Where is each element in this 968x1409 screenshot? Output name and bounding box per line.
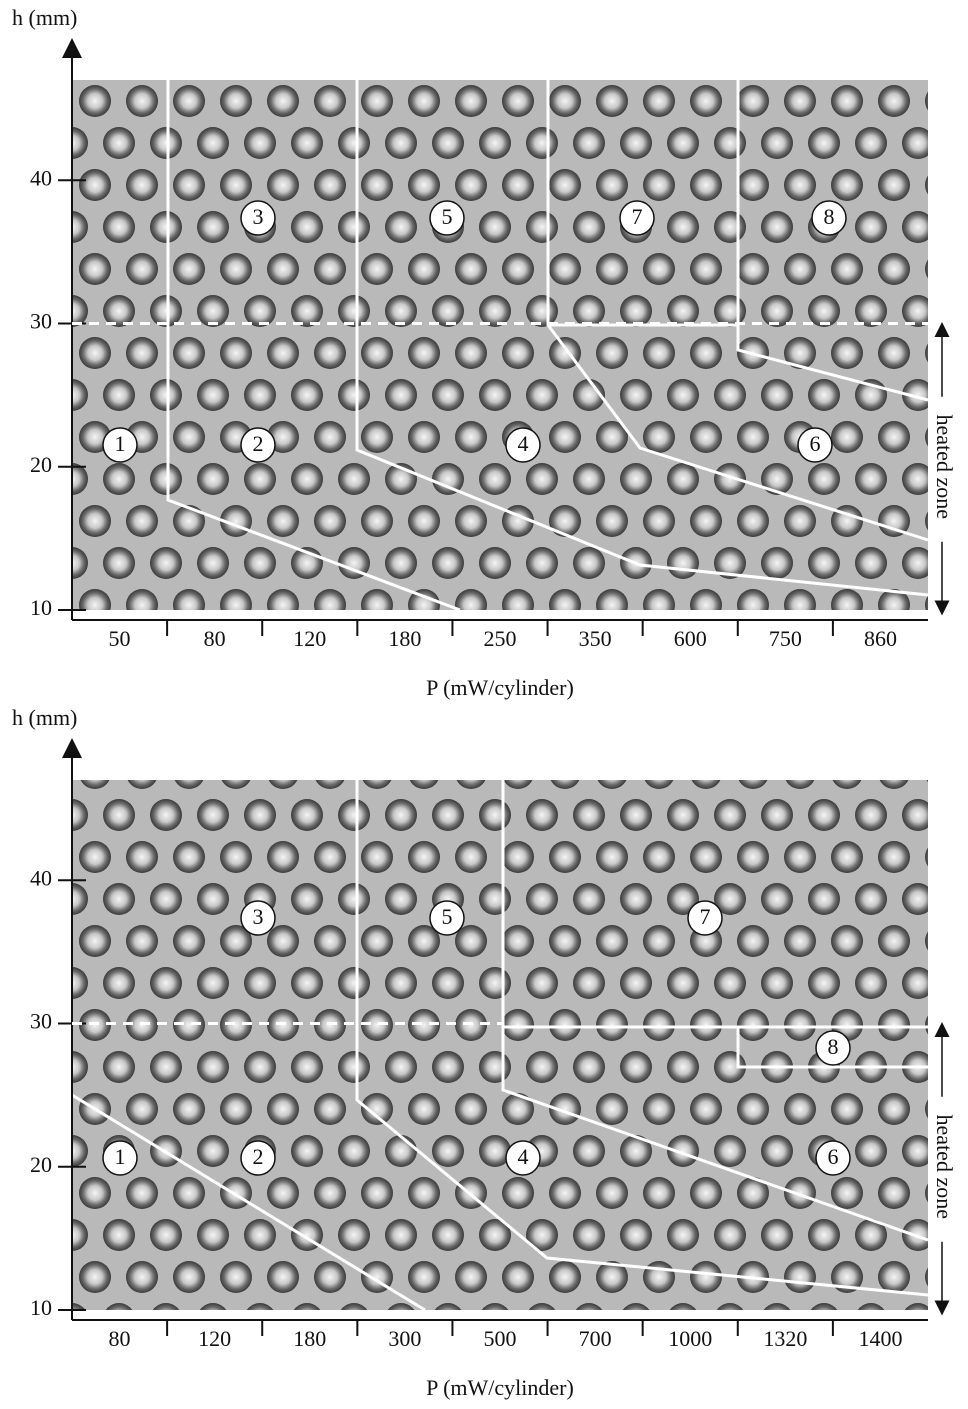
x-tick-label: 700 [579, 1326, 612, 1351]
region-label: 1 [115, 1144, 126, 1169]
region-label: 3 [253, 904, 264, 929]
heated-zone-label: heated zone [932, 1115, 957, 1219]
regime-boundary [71, 1093, 426, 1312]
region-label: 4 [518, 431, 529, 456]
x-tick-label: 180 [293, 1326, 326, 1351]
region-label: 1 [115, 431, 126, 456]
heated-zone-label: heated zone [932, 415, 957, 519]
region-marker [240, 200, 276, 236]
region-label: 8 [824, 204, 835, 229]
x-tick-label: 500 [484, 1326, 517, 1351]
y-tick-label: 10 [30, 1295, 52, 1320]
y-axis-label: h (mm) [12, 5, 77, 30]
regime-boundary [166, 80, 461, 612]
region-label: 2 [253, 431, 264, 456]
region-marker [687, 900, 723, 936]
y-tick-label: 10 [30, 595, 52, 620]
region-label: 7 [700, 904, 711, 929]
x-axis-label: P (mW/cylinder) [426, 675, 574, 700]
x-tick-label: 1320 [763, 1326, 807, 1351]
region-marker [102, 1140, 138, 1176]
y-tick-label: 30 [30, 1009, 52, 1034]
regime-boundary [546, 80, 929, 542]
region-label: 6 [828, 1144, 839, 1169]
x-tick-label: 120 [198, 1326, 231, 1351]
regime-boundary [736, 80, 929, 402]
y-tick-label: 40 [30, 165, 52, 190]
x-tick-label: 80 [109, 1326, 131, 1351]
x-tick-label: 50 [109, 626, 131, 651]
regime-boundary [501, 780, 929, 1242]
x-tick-label: 120 [293, 626, 326, 651]
y-tick-label: 20 [30, 452, 52, 477]
region-label: 5 [442, 904, 453, 929]
regime-boundary [355, 780, 929, 1297]
region-label: 4 [518, 1144, 529, 1169]
region-label: 2 [253, 1144, 264, 1169]
regime-boundary [355, 80, 929, 597]
region-marker [619, 200, 655, 236]
y-axis-label: h (mm) [12, 705, 77, 730]
x-tick-label: 1000 [668, 1326, 712, 1351]
x-tick-label: 300 [388, 1326, 421, 1351]
region-label: 8 [828, 1034, 839, 1059]
region-label: 5 [442, 204, 453, 229]
region-marker [240, 1140, 276, 1176]
region-marker [815, 1030, 851, 1066]
x-tick-label: 1400 [858, 1326, 902, 1351]
x-tick-label: 80 [204, 626, 226, 651]
region-marker [429, 900, 465, 936]
region-marker [505, 427, 541, 463]
region-marker [811, 200, 847, 236]
x-tick-label: 750 [769, 626, 802, 651]
region-marker [429, 200, 465, 236]
region-label: 6 [810, 431, 821, 456]
x-tick-label: 350 [579, 626, 612, 651]
x-axis-label: P (mW/cylinder) [426, 1375, 574, 1400]
region-marker [797, 427, 833, 463]
region-marker [240, 900, 276, 936]
x-tick-label: 180 [388, 626, 421, 651]
region-label: 7 [632, 204, 643, 229]
x-tick-label: 250 [484, 626, 517, 651]
y-tick-label: 40 [30, 865, 52, 890]
x-tick-label: 860 [864, 626, 897, 651]
region-marker [240, 427, 276, 463]
y-tick-label: 20 [30, 1152, 52, 1177]
region-marker [815, 1140, 851, 1176]
photo-mosaic [72, 80, 928, 610]
x-tick-label: 600 [674, 626, 707, 651]
region-marker [505, 1140, 541, 1176]
y-tick-label: 30 [30, 309, 52, 334]
region-marker [102, 427, 138, 463]
region-label: 3 [253, 204, 264, 229]
regime-boundary [736, 1027, 928, 1069]
photo-mosaic [72, 780, 928, 1310]
